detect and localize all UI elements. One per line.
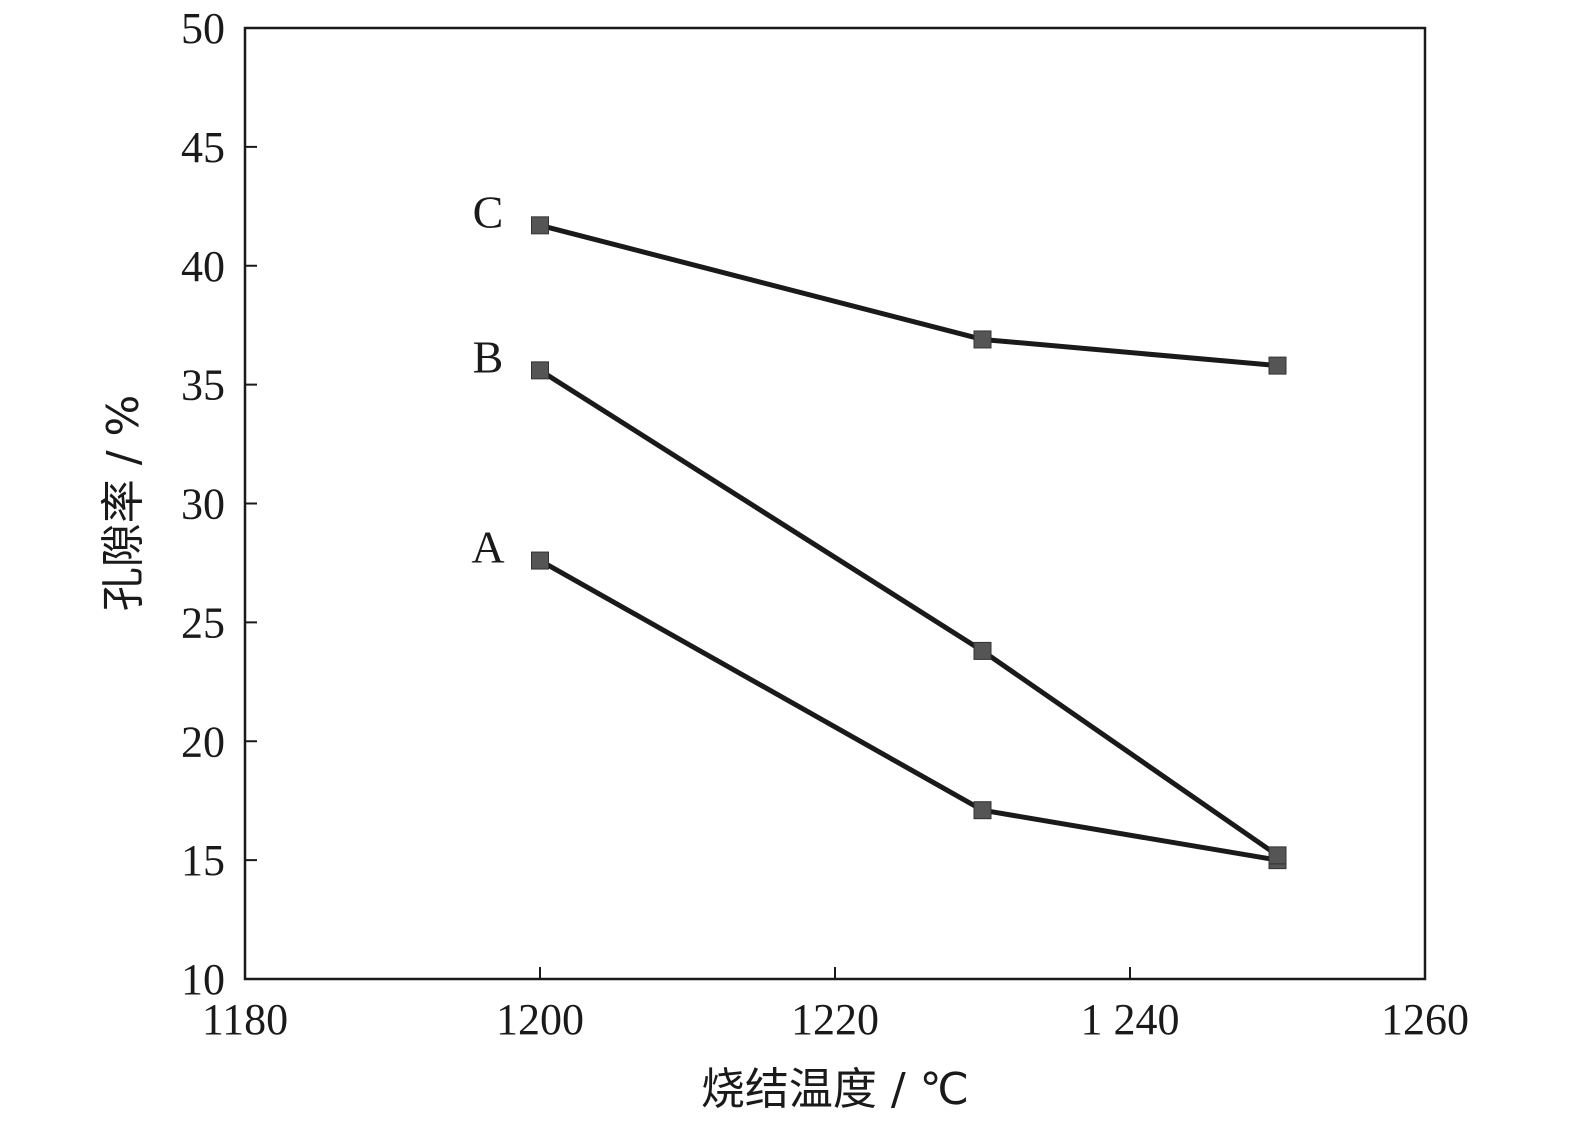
y-tick-label: 40 (181, 242, 225, 291)
x-tick-label: 1260 (1381, 995, 1469, 1044)
y-tick-label: 45 (181, 123, 225, 172)
ticks-layer: 1180 1200 1220 1 240 1260 10 15 20 25 30 35 40 45 50 (181, 4, 1469, 1044)
y-tick-label: 25 (181, 598, 225, 647)
data-point-c (973, 330, 992, 349)
x-tick-label: 1 240 (1081, 995, 1180, 1044)
series-line-c (537, 222, 1280, 369)
y-tick-label: 35 (181, 361, 225, 410)
y-tick-label: 30 (181, 480, 225, 529)
x-tick-label: 1180 (202, 995, 288, 1044)
marks-layer: A B C (471, 186, 1287, 870)
data-point-b (1268, 846, 1287, 865)
y-tick-label: 50 (181, 4, 225, 53)
y-tick-label: 20 (181, 717, 225, 766)
data-point-a (531, 551, 549, 570)
data-point-b (973, 641, 992, 660)
data-point-a (973, 801, 992, 820)
x-tick-label: 1200 (496, 995, 584, 1044)
y-tick-label: 10 (181, 955, 225, 1004)
series-label-b: B (473, 331, 504, 382)
x-tick-label: 1220 (791, 995, 879, 1044)
y-tick-label: 15 (181, 836, 225, 885)
data-point-c (1268, 356, 1287, 375)
data-point-b (531, 361, 549, 380)
y-axis-title: 孔隙率 / % (98, 395, 149, 612)
series-label-a: A (471, 522, 504, 573)
series-label-c: C (473, 186, 504, 237)
data-point-c (531, 216, 549, 235)
x-axis-title: 烧结温度 / ℃ (701, 1064, 969, 1115)
series-line-b (537, 367, 1280, 858)
